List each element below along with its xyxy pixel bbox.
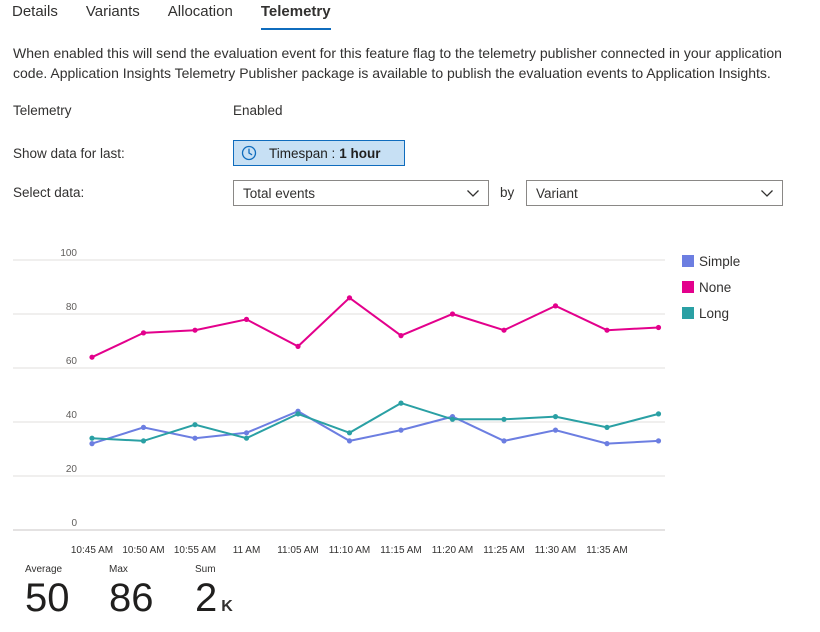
data-point-none: [243, 316, 250, 322]
telemetry-label: Telemetry: [13, 103, 72, 118]
telemetry-status: Enabled: [233, 103, 283, 118]
x-tick-label: 11:35 AM: [586, 545, 628, 556]
tab-allocation[interactable]: Allocation: [167, 3, 233, 20]
x-tick-label: 10:50 AM: [122, 545, 164, 556]
data-point-long: [655, 411, 662, 417]
tab-bar: Details Variants Allocation Telemetry: [12, 0, 331, 30]
series-line-long: [91, 402, 659, 442]
stat-sum-label: Sum: [195, 564, 216, 575]
telemetry-description: When enabled this will send the evaluati…: [13, 45, 782, 81]
data-point-none: [552, 303, 559, 309]
y-tick-label: 60: [66, 356, 78, 367]
metric-dropdown-value: Total events: [243, 185, 316, 201]
data-point-simple: [604, 441, 610, 447]
select-data-label: Select data:: [13, 185, 85, 200]
chevron-down-icon: [761, 190, 773, 197]
legend-item-none[interactable]: None: [682, 274, 740, 300]
data-point-simple: [552, 427, 559, 433]
x-tick-label: 10:45 AM: [71, 545, 113, 556]
stat-average: Average 50: [25, 564, 109, 618]
x-tick-label: 11:15 AM: [380, 545, 422, 556]
y-tick-label: 40: [66, 410, 78, 421]
timespan-prefix: Timespan :: [269, 145, 336, 161]
legend-swatch-none: [682, 281, 694, 293]
stat-sum-unit: K: [221, 598, 233, 615]
data-point-none: [449, 311, 456, 317]
y-tick-label: 20: [66, 464, 78, 475]
data-point-none: [140, 330, 147, 336]
legend-swatch-simple: [682, 255, 694, 267]
x-tick-label: 11:25 AM: [483, 545, 525, 556]
data-point-long: [243, 435, 250, 441]
data-point-none: [346, 295, 353, 301]
legend-label-none: None: [699, 279, 732, 295]
data-point-long: [552, 414, 559, 420]
data-point-long: [192, 422, 198, 428]
show-data-label: Show data for last:: [13, 146, 125, 161]
stat-average-label: Average: [25, 564, 63, 575]
data-point-long: [295, 411, 301, 417]
legend-label-long: Long: [699, 305, 730, 321]
data-point-none: [295, 343, 301, 349]
data-point-none: [89, 354, 95, 360]
tab-details[interactable]: Details: [12, 3, 58, 20]
data-point-simple: [346, 438, 353, 444]
clock-icon: [241, 145, 257, 161]
data-point-simple: [243, 430, 250, 436]
data-point-none: [501, 327, 507, 333]
data-point-long: [398, 400, 404, 406]
data-point-simple: [655, 438, 662, 444]
legend-label-simple: Simple: [699, 253, 741, 269]
data-point-simple: [192, 435, 198, 441]
stat-max-label: Max: [109, 564, 128, 575]
group-by-dropdown-value: Variant: [536, 185, 578, 201]
tab-telemetry[interactable]: Telemetry: [260, 0, 331, 30]
series-line-simple: [91, 410, 659, 445]
stat-sum-value: 2: [195, 576, 218, 620]
x-tick-label: 10:55 AM: [174, 545, 216, 556]
x-tick-label: 11 AM: [233, 545, 261, 556]
timespan-value: 1 hour: [339, 145, 381, 161]
timespan-button[interactable]: Timespan : 1 hour: [233, 140, 405, 166]
x-tick-label: 11:30 AM: [535, 545, 577, 556]
x-tick-label: 11:20 AM: [432, 545, 474, 556]
data-point-long: [140, 438, 147, 444]
group-by-dropdown[interactable]: Variant: [526, 180, 783, 206]
data-point-none: [398, 333, 404, 339]
tab-variants[interactable]: Variants: [85, 3, 140, 20]
data-point-none: [192, 327, 198, 333]
x-tick-label: 11:10 AM: [329, 545, 371, 556]
data-point-long: [89, 435, 95, 441]
data-point-long: [346, 430, 353, 436]
stat-max: Max 86: [109, 564, 195, 618]
data-point-simple: [89, 441, 95, 447]
data-point-none: [604, 327, 610, 333]
y-tick-label: 0: [71, 518, 77, 529]
legend-item-simple[interactable]: Simple: [682, 248, 740, 274]
data-point-long: [449, 416, 456, 422]
data-point-simple: [398, 427, 404, 433]
y-tick-label: 80: [66, 302, 78, 313]
chevron-down-icon: [467, 190, 479, 197]
data-point-simple: [140, 424, 147, 430]
line-chart: 0 20 40 60 80 100 10:45 AM 10:50 AM 10:55 AM 11 A…: [13, 248, 665, 556]
stat-average-value: 50: [25, 576, 70, 620]
data-point-simple: [501, 438, 507, 444]
series-line-none: [91, 296, 659, 359]
legend-item-long[interactable]: Long: [682, 300, 740, 326]
stat-max-value: 86: [109, 576, 154, 620]
data-point-long: [501, 416, 507, 422]
y-tick-label: 100: [60, 248, 77, 259]
by-label: by: [500, 185, 515, 200]
chart-legend: Simple None Long: [682, 248, 740, 326]
data-point-long: [604, 424, 610, 430]
metric-dropdown[interactable]: Total events: [233, 180, 489, 206]
legend-swatch-long: [682, 307, 694, 319]
x-tick-label: 11:05 AM: [277, 545, 319, 556]
data-point-none: [655, 324, 662, 331]
